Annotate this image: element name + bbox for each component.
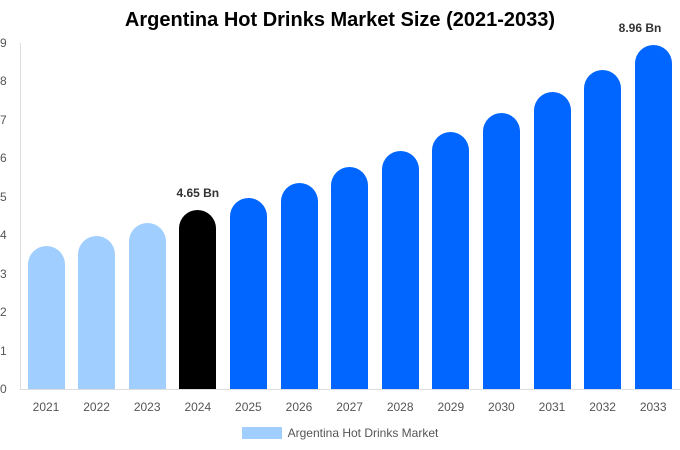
bar-2028[interactable] <box>381 150 419 389</box>
bar-2023[interactable] <box>128 222 166 389</box>
x-tick-label: 2027 <box>336 400 363 414</box>
bar-2021[interactable] <box>27 246 65 389</box>
y-tick-label: 5 <box>0 189 7 204</box>
bar-2024[interactable] <box>179 210 217 389</box>
y-tick-label: 4 <box>0 228 7 243</box>
y-tick-label: 9 <box>0 36 7 50</box>
x-axis-line <box>20 389 680 390</box>
bar-2027[interactable] <box>331 166 369 389</box>
y-tick-label: 7 <box>0 112 7 127</box>
y-tick-label: 8 <box>0 74 7 89</box>
x-tick-label: 2022 <box>83 400 110 414</box>
legend-swatch <box>241 427 282 439</box>
x-tick-label: 2033 <box>639 400 667 414</box>
legend: Argentina Hot Drinks Market <box>0 426 680 440</box>
data-label: 4.65 Bn <box>176 186 220 201</box>
plot-area <box>20 43 680 389</box>
data-label: 8.96 Bn <box>618 20 662 35</box>
x-tick-label: 2029 <box>437 400 465 414</box>
x-tick-label: 2021 <box>32 400 60 414</box>
x-tick-label: 2023 <box>133 400 161 414</box>
y-tick-label: 0 <box>0 382 7 396</box>
bar-2032[interactable] <box>584 69 622 389</box>
x-tick-label: 2032 <box>589 400 616 414</box>
x-tick-label: 2026 <box>285 400 313 414</box>
y-tick-label: 1 <box>0 343 7 358</box>
x-tick-label: 2024 <box>184 400 212 414</box>
bar-2029[interactable] <box>432 131 470 389</box>
y-tick-label: 2 <box>0 305 7 320</box>
y-tick-label: 6 <box>0 151 7 166</box>
y-tick-label: 3 <box>0 266 7 281</box>
x-tick-label: 2030 <box>488 400 515 414</box>
legend-label[interactable]: Argentina Hot Drinks Market <box>287 426 439 440</box>
y-axis-line <box>20 43 21 389</box>
x-tick-label: 2028 <box>386 400 414 414</box>
bar-2022[interactable] <box>78 236 116 389</box>
chart-title: Argentina Hot Drinks Market Size (2021-2… <box>124 9 556 31</box>
bar-2026[interactable] <box>280 182 318 389</box>
x-tick-label: 2025 <box>235 400 262 414</box>
bar-2030[interactable] <box>482 112 520 389</box>
bar-2025[interactable] <box>229 197 267 389</box>
x-tick-label: 2031 <box>538 400 566 414</box>
bar-2031[interactable] <box>533 91 571 389</box>
bar-2033[interactable] <box>634 44 672 389</box>
